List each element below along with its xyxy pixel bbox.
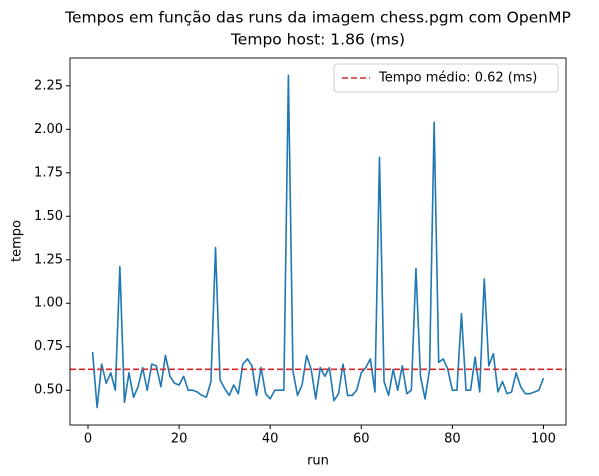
y-tick-label: 2.25 (34, 78, 63, 93)
legend-box (333, 63, 559, 93)
x-tick-label: 0 (84, 432, 92, 447)
legend-label: Tempo médio: 0.62 (ms) (378, 71, 537, 86)
y-tick-label: 1.00 (34, 296, 63, 311)
x-tick-label: 80 (444, 432, 461, 447)
y-tick-label: 1.75 (34, 165, 63, 180)
y-tick-label: 0.75 (34, 339, 63, 354)
line-series (91, 74, 545, 409)
y-tick-label: 1.50 (34, 209, 63, 224)
y-tick-label: 2.00 (34, 122, 63, 137)
y-tick-label: 1.25 (34, 252, 63, 267)
y-axis-label: tempo (10, 220, 25, 262)
axes-frame (69, 57, 567, 426)
x-axis-label: run (307, 454, 329, 469)
x-tick-label: 40 (262, 432, 279, 447)
chart-title: Tempos em função das runs da imagem ches… (64, 9, 571, 27)
x-tick-label: 100 (531, 432, 556, 447)
x-tick-label: 20 (171, 432, 188, 447)
x-tick-label: 60 (353, 432, 370, 447)
y-tick-label: 0.50 (34, 383, 63, 398)
chart-subtitle: Tempo host: 1.86 (ms) (230, 31, 405, 49)
